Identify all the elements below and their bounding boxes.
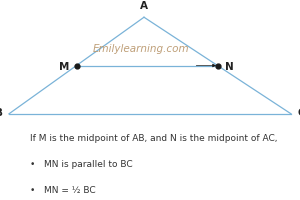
Text: M: M xyxy=(58,61,69,71)
Text: If M is the midpoint of AB, and N is the midpoint of AC,: If M is the midpoint of AB, and N is the… xyxy=(30,134,278,142)
Text: Emilylearning.com: Emilylearning.com xyxy=(93,44,189,53)
Text: A: A xyxy=(140,1,148,11)
Text: •   MN is parallel to BC: • MN is parallel to BC xyxy=(30,159,133,168)
Text: •   MN = ½ BC: • MN = ½ BC xyxy=(30,185,96,194)
Text: N: N xyxy=(225,61,234,71)
Text: C: C xyxy=(297,107,300,117)
Text: B: B xyxy=(0,107,3,117)
